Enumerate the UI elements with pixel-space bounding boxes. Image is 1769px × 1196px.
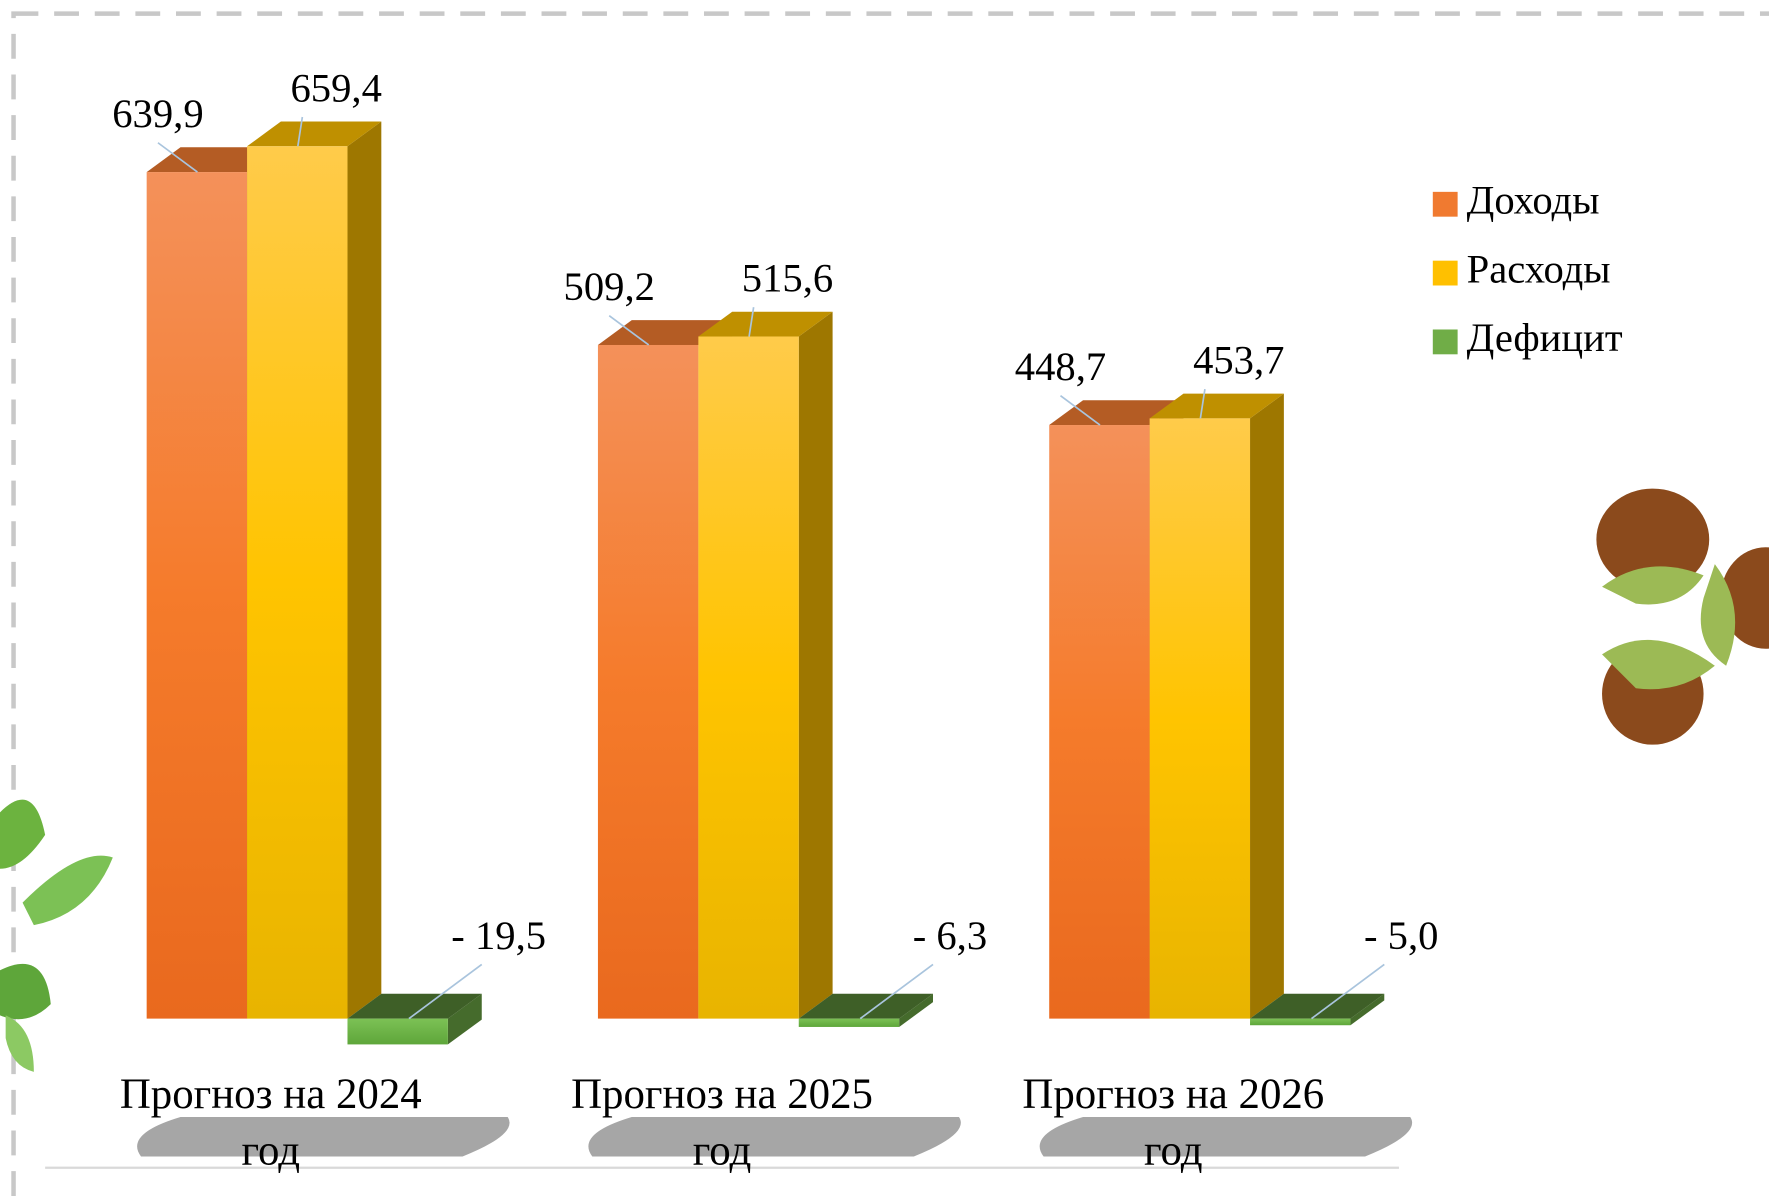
- bar-top: [347, 993, 482, 1019]
- data-label: 659,4: [291, 65, 382, 110]
- bar-top: [1149, 393, 1284, 419]
- leader-line: [408, 963, 483, 1020]
- bar-side: [447, 993, 482, 1045]
- leader-line: [297, 116, 304, 147]
- leader-line: [608, 314, 650, 346]
- data-label: 453,7: [1193, 338, 1284, 383]
- bar: [247, 146, 348, 1019]
- leader-line: [1059, 395, 1101, 426]
- legend-swatch: [1432, 260, 1458, 286]
- x-label-box: Прогноз на 2024 год: [119, 1070, 422, 1175]
- bar-side: [347, 121, 382, 1019]
- bar: [698, 336, 799, 1019]
- legend-label: Доходы: [1467, 178, 1600, 223]
- x-tick-label: Прогноз на 2024 год: [119, 1070, 422, 1175]
- leader-line: [1199, 388, 1206, 419]
- bar: [146, 172, 248, 1019]
- data-label: - 5,0: [1364, 913, 1438, 958]
- leader-line: [748, 307, 755, 337]
- label-shadow: [1039, 1116, 1413, 1157]
- bar-side: [1350, 993, 1385, 1026]
- x-tick-label: Прогноз на 2026 год: [1022, 1070, 1325, 1175]
- data-label: 639,9: [112, 91, 203, 136]
- data-label: 509,2: [564, 264, 655, 309]
- x-label-box: Прогноз на 2026 год: [1022, 1070, 1325, 1175]
- bar: [798, 1018, 900, 1027]
- data-label: - 6,3: [913, 913, 987, 958]
- bar-top: [798, 993, 934, 1019]
- nuts-decoration: [1596, 488, 1769, 745]
- label-shadow: [588, 1116, 961, 1157]
- dashed-border: [11, 11, 1769, 1196]
- legend-swatch: [1432, 191, 1458, 217]
- legend-label: Расходы: [1467, 246, 1611, 291]
- bar: [347, 1018, 448, 1045]
- bar-side: [798, 311, 833, 1019]
- leader-line: [1311, 963, 1385, 1020]
- bar: [597, 344, 699, 1019]
- x-tick-label: Прогноз на 2025 год: [571, 1070, 873, 1175]
- leader-line: [157, 142, 198, 173]
- legend-label: Дефицит: [1467, 315, 1623, 360]
- bar: [1049, 425, 1150, 1019]
- bar: [1149, 418, 1251, 1019]
- data-label: - 19,5: [451, 913, 546, 958]
- x-label-box: Прогноз на 2025 год: [571, 1070, 873, 1175]
- label-shadow: [137, 1116, 510, 1157]
- bar-top: [698, 311, 833, 337]
- legend-swatch: [1432, 329, 1458, 355]
- bar-side: [899, 993, 934, 1027]
- leaves-decoration: [0, 799, 113, 1072]
- data-label: 448,7: [1015, 344, 1106, 389]
- data-label: 515,6: [742, 256, 833, 301]
- bar-top: [1250, 993, 1385, 1019]
- bar-top: [247, 121, 382, 147]
- bar: [1250, 1018, 1351, 1026]
- bar-side: [1250, 393, 1284, 1019]
- leader-line: [859, 963, 934, 1020]
